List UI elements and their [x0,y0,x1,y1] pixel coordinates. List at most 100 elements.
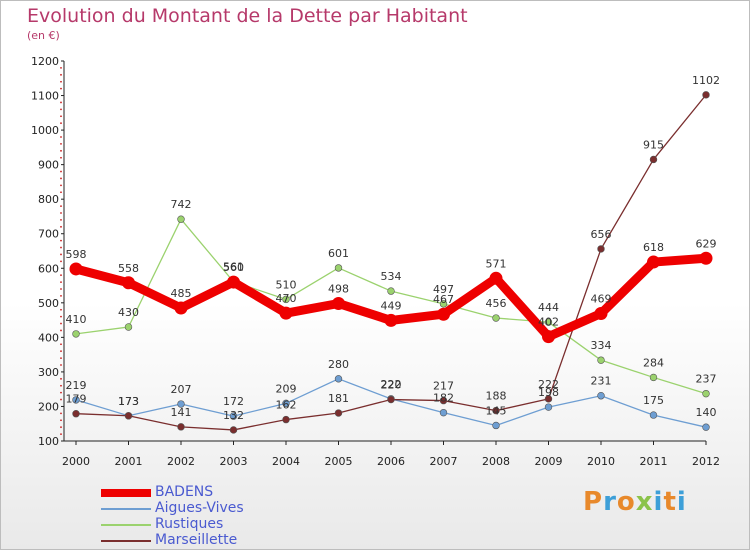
data-label: 560 [223,261,244,274]
data-point [229,412,238,420]
data-label: 231 [591,375,612,388]
data-point [227,275,240,289]
data-point [69,262,83,276]
data-label: 173 [118,395,139,408]
x-tick-label: 2005 [325,455,353,468]
data-point [544,318,553,326]
y-tick-label: 1200 [31,55,59,68]
y-minor-tick [60,357,62,359]
data-label: 220 [381,379,402,392]
data-label: 162 [276,399,297,412]
data-label: 132 [223,409,244,422]
data-point [124,323,133,331]
data-label: 181 [328,392,349,405]
y-tick-label: 900 [38,159,59,172]
data-label: 402 [538,316,559,329]
y-minor-tick [60,239,62,242]
data-label: 140 [696,406,717,419]
y-minor-tick [60,350,62,353]
y-minor-tick [60,322,62,325]
data-point [279,306,293,320]
y-minor-tick [60,384,62,387]
data-point [489,271,503,285]
data-point [439,396,448,405]
legend-swatch-badens [101,489,151,497]
y-minor-tick [60,329,62,332]
y-tick-label: 300 [38,366,59,379]
data-label: 601 [328,247,349,260]
y-minor-tick [60,108,62,111]
data-label: 629 [696,237,717,250]
x-tick-label: 2008 [482,455,510,468]
data-label: 217 [433,380,454,393]
y-minor-tick [60,143,62,145]
data-label: 141 [171,406,192,419]
data-point [282,415,290,424]
legend-label-marseillette: Marseillette [155,532,238,548]
data-point [542,330,555,344]
y-minor-tick [60,426,62,429]
data-label: 510 [276,278,297,291]
data-point [597,356,605,364]
proxiti-logo: Proxiti [583,487,687,517]
legend-swatch-marseillette [101,540,151,542]
y-tick-label: 700 [38,228,59,241]
data-label: 237 [696,373,717,386]
data-label: 179 [66,393,87,406]
x-tick-label: 2012 [692,455,720,468]
y-tick-label: 800 [38,193,59,206]
data-label: 449 [381,299,402,312]
y-minor-tick [60,219,62,221]
y-minor-tick [60,295,62,297]
data-label: 618 [643,241,664,254]
y-minor-tick [60,67,62,69]
y-tick-label: 600 [38,262,59,275]
series-layer [69,91,713,434]
y-minor-tick [60,315,62,318]
x-tick-label: 2006 [377,455,405,468]
x-tick-label: 2002 [167,455,195,468]
y-minor-tick [60,419,62,422]
y-minor-tick [60,115,62,118]
data-label: 284 [643,356,664,369]
data-label: 222 [538,378,559,391]
data-point [334,375,343,383]
y-minor-tick [60,308,62,311]
data-label: 467 [433,293,454,306]
logo-letter: o [616,487,636,517]
y-minor-tick [60,391,62,394]
data-point [72,410,80,418]
x-tick-label: 2009 [535,455,563,468]
data-label: 534 [381,270,402,283]
logo-letter: r [603,487,617,517]
series-marseillette [72,91,710,434]
y-minor-tick [60,274,62,277]
y-minor-tick [60,149,62,152]
data-point [72,396,80,404]
y-minor-tick [60,80,62,83]
data-label: 598 [66,248,87,261]
data-label: 485 [171,287,192,300]
data-point [649,155,658,164]
chart-subtitle: (en €) [27,29,60,42]
y-minor-tick [60,412,62,415]
data-point [72,330,80,338]
logo-letter: i [653,487,664,517]
data-point [649,373,658,382]
data-label: 198 [538,386,559,399]
legend-swatch-aigues-vives [101,508,151,510]
data-label: 219 [66,379,87,392]
y-minor-tick [60,281,62,283]
data-point [384,313,398,327]
data-label: 497 [433,283,454,296]
y-minor-tick [60,191,62,194]
data-point [177,423,185,431]
data-point [387,395,395,404]
data-label: 558 [118,262,139,275]
logo-letter: t [663,487,677,517]
x-tick-label: 2003 [220,455,248,468]
y-minor-tick [60,177,62,180]
x-tick-label: 2010 [587,455,615,468]
data-point [544,395,553,403]
